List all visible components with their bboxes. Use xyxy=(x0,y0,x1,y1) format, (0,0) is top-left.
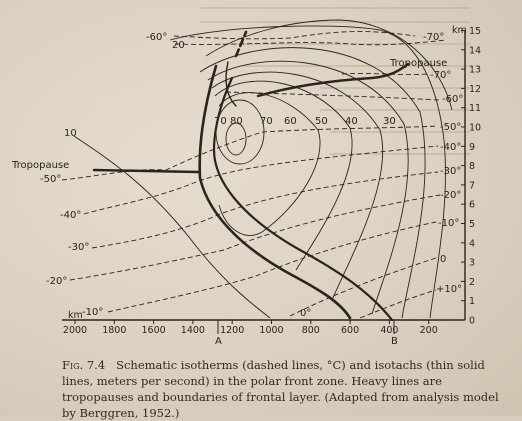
isotherm-label-m60-right: -60° xyxy=(442,94,463,105)
bottom-axis-tick-label: 400 xyxy=(380,325,398,336)
figure-caption: Fig. 7.4 Schematic isotherms (dashed lin… xyxy=(62,357,502,421)
right-axis-tick-label: 4 xyxy=(469,238,475,249)
front-cap-loop xyxy=(225,61,237,107)
isotach-label-60: 60 xyxy=(284,116,297,127)
isotach-60 xyxy=(214,80,353,271)
right-axis-tick-label: 12 xyxy=(469,84,481,95)
isotach-20 xyxy=(169,25,446,319)
heavy-lines xyxy=(92,30,410,322)
right-axis-tick-label: 1 xyxy=(469,296,475,307)
isotach-label-20: 20 xyxy=(172,40,185,51)
right-axis-tick-label: 10 xyxy=(469,123,481,134)
isotach-40 xyxy=(207,60,409,315)
isotherm-label-m30-right: -30° xyxy=(440,166,461,177)
bottom-axis-tick-label: 1600 xyxy=(142,325,166,336)
isotherm-label-m20-left: -20° xyxy=(46,276,67,287)
bottom-axis-tick-label: 1400 xyxy=(181,325,205,336)
tropopause-right-label: Tropopause xyxy=(389,58,447,69)
isotherm-label-zero-bottom: 0° xyxy=(300,308,311,319)
right-axis-tick-label: 2 xyxy=(469,277,475,288)
isotherm-label-zero-right: 0 xyxy=(440,254,446,265)
isotherm-label-m50-left: -50° xyxy=(40,174,61,185)
isotherm-label-m20-right: -20° xyxy=(440,190,461,201)
isotherms xyxy=(61,31,447,319)
bottom-axis-tick-label: 600 xyxy=(341,325,359,336)
point-label-b: B xyxy=(391,336,398,347)
isotachs xyxy=(73,19,453,319)
isotach-10-left xyxy=(73,135,271,319)
isotach-70-inner xyxy=(215,99,265,165)
right-axis-tick-label: 0 xyxy=(469,316,475,327)
bottom-axis: 2000 1800 1600 1400 1200 1000 800 600 400 200 km … xyxy=(62,310,465,347)
isotach-label-70-inner: 70 xyxy=(214,116,227,127)
isotach-10-top xyxy=(205,19,453,111)
isotherm-m30 xyxy=(91,171,439,249)
isotherm-m40 xyxy=(83,145,439,215)
isotach-label-70: 70 xyxy=(260,116,273,127)
right-axis-tick-label: 9 xyxy=(469,142,475,153)
isotherm-label-m70-top: -70° xyxy=(423,32,444,43)
isotherm-m70-right xyxy=(341,72,429,76)
caption-text: Schematic isotherms (dashed lines, °C) a… xyxy=(62,358,499,420)
bottom-axis-tick-label: 200 xyxy=(420,325,438,336)
isotherm-label-m70-right: -70° xyxy=(430,70,451,81)
right-axis-tick-label: 11 xyxy=(469,103,481,114)
bottom-axis-tick-label: 1800 xyxy=(102,325,126,336)
tropopause-left xyxy=(92,168,200,174)
right-axis-tick-label: 14 xyxy=(469,45,481,56)
isotach-label-10: 10 xyxy=(64,128,77,139)
isotach-70 xyxy=(218,92,321,236)
polar-front-diagram: 2000 1800 1600 1400 1200 1000 800 600 400 200 km … xyxy=(11,7,481,347)
right-axis-tick-label: 8 xyxy=(469,161,475,172)
bottom-axis-tick-label: 800 xyxy=(302,325,320,336)
tropopause-right xyxy=(256,62,410,98)
front-upper-boundary xyxy=(198,64,352,320)
isotach-80-core xyxy=(225,122,247,156)
bottom-axis-unit: km xyxy=(68,310,83,321)
isotherm-m60-top xyxy=(173,31,416,40)
isotherm-label-m40-left: -40° xyxy=(60,210,81,221)
isotherm-m70-top xyxy=(174,39,447,46)
isotach-label-30: 30 xyxy=(383,116,396,127)
point-label-a: A xyxy=(215,336,222,347)
right-axis-tick-label: 15 xyxy=(469,26,481,37)
bottom-axis-tick-label: 2000 xyxy=(63,325,87,336)
front-extension-dashed xyxy=(234,30,248,58)
isotach-label-50: 50 xyxy=(315,116,328,127)
right-axis-tick-label: 3 xyxy=(469,258,475,269)
right-axis-unit: km xyxy=(452,25,467,36)
isotherm-m20 xyxy=(69,194,441,281)
right-axis-tick-label: 13 xyxy=(469,65,481,76)
isotach-label-40: 40 xyxy=(345,116,358,127)
figure-number: Fig. 7.4 xyxy=(62,358,106,372)
isotherm-label-m60-top: -60° xyxy=(146,32,167,43)
isotherm-m50 xyxy=(61,125,439,181)
isotherm-label-m40-right: -40° xyxy=(440,142,461,153)
bottom-axis-tick-label: 1000 xyxy=(259,325,283,336)
right-axis-tick-label: 7 xyxy=(469,180,475,191)
tropopause-left-label: Tropopause xyxy=(11,160,69,171)
front-lower-boundary xyxy=(212,76,394,322)
isotherm-label-m30-left: -30° xyxy=(68,242,89,253)
right-axis-tick-label: 5 xyxy=(469,219,475,230)
isotach-label-80: 80 xyxy=(230,116,243,127)
isotherm-label-p10-right: +10° xyxy=(436,284,462,295)
isotherm-label-m50-right: -50° xyxy=(440,122,461,133)
diagram-labels: Tropopause Tropopause -70° -70° -60° -60… xyxy=(11,32,463,319)
isotherm-label-m10-left: -10° xyxy=(82,307,103,318)
isotherm-m60-right xyxy=(225,91,441,101)
isotach-30 xyxy=(199,47,426,319)
isotach-50 xyxy=(211,71,384,301)
right-axis-tick-label: 6 xyxy=(469,200,475,211)
isotherm-label-m10-right: -10° xyxy=(438,218,459,229)
isotherm-m10 xyxy=(107,221,437,313)
isotherm-p10 xyxy=(359,289,437,319)
bottom-axis-tick-label: 1200 xyxy=(220,325,244,336)
